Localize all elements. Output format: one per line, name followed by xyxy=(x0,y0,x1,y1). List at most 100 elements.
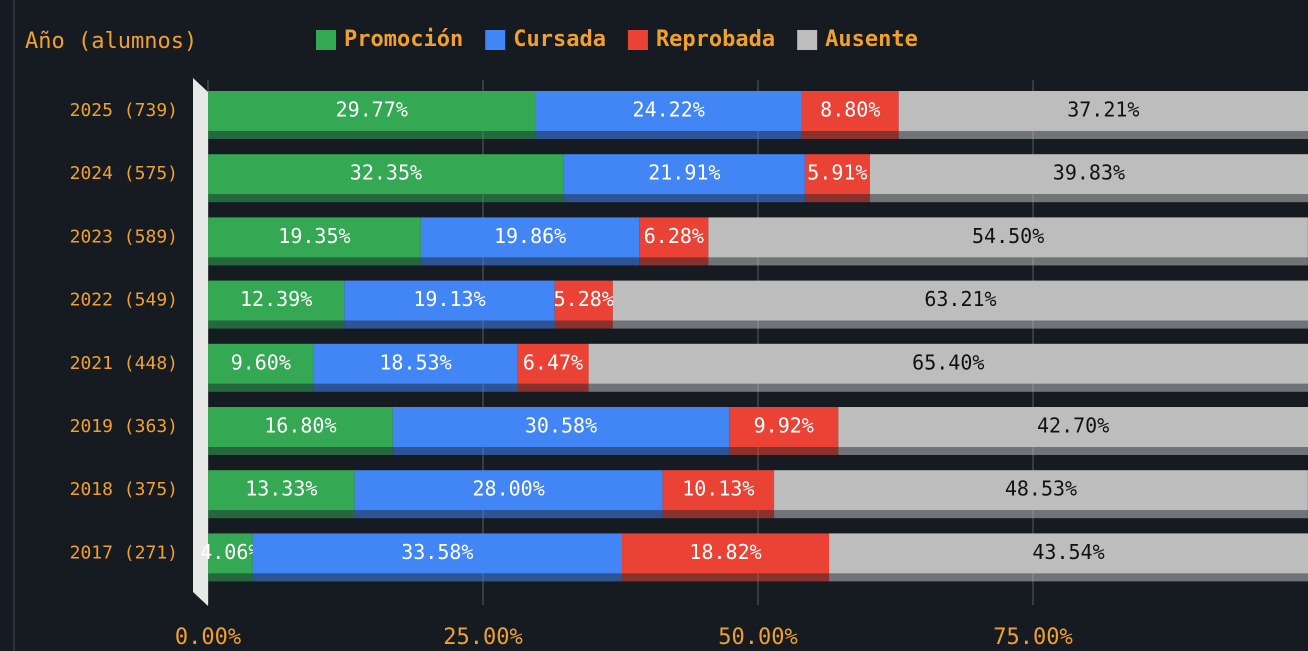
bar-segment xyxy=(563,154,805,203)
bar-shade xyxy=(774,510,1308,519)
bar-shade xyxy=(554,320,613,329)
bar-face xyxy=(208,280,345,321)
value-label: 33.58% xyxy=(401,540,473,564)
legend-label: Cursada xyxy=(513,27,606,52)
value-label: 19.35% xyxy=(278,224,350,248)
bar-shade xyxy=(313,383,518,392)
bar-face xyxy=(869,154,1308,195)
bar-shade xyxy=(344,320,555,329)
bar-shade xyxy=(838,447,1308,455)
bar-shade xyxy=(801,131,899,139)
value-label: 5.28% xyxy=(554,287,614,311)
value-label: 21.91% xyxy=(648,161,720,185)
x-tick-label: 25.00% xyxy=(443,625,522,650)
bar-shade xyxy=(588,383,1308,392)
bar-shade xyxy=(639,257,709,266)
bar-segment xyxy=(208,533,253,582)
bar-segment xyxy=(535,91,802,139)
bar-face xyxy=(588,343,1308,384)
bar-segment xyxy=(801,91,899,139)
legend-swatch xyxy=(627,30,648,50)
bar-face xyxy=(392,407,730,447)
bar-face xyxy=(829,533,1308,574)
bar-shade xyxy=(208,257,421,266)
bar-segment xyxy=(898,91,1308,139)
x-tick-label: 50.00% xyxy=(718,625,797,650)
bar-shade xyxy=(708,257,1308,266)
bar-shade xyxy=(898,131,1308,139)
value-label: 54.50% xyxy=(972,224,1044,248)
bar-shade xyxy=(535,131,802,139)
bar-shade xyxy=(517,383,589,392)
bar-segment xyxy=(313,343,518,392)
value-label: 16.80% xyxy=(264,414,336,438)
bar-face xyxy=(313,343,518,384)
bar-shade xyxy=(622,573,830,582)
bar-face xyxy=(801,91,899,131)
y-tick-label: 2023 (589) xyxy=(70,226,178,247)
bar-face xyxy=(420,217,640,258)
y-tick-label: 2021 (448) xyxy=(70,353,178,374)
bar-shade xyxy=(420,257,640,266)
bar-shade xyxy=(662,510,775,519)
bar-shade xyxy=(252,573,623,582)
bar-segment xyxy=(208,280,345,329)
bar-segment xyxy=(517,343,589,392)
bar-face xyxy=(662,470,775,511)
bar-face xyxy=(517,343,589,384)
bar-face xyxy=(554,280,613,321)
legend-label: Ausente xyxy=(825,27,918,52)
bar-shade xyxy=(829,573,1308,582)
y-tick-label: 2024 (575) xyxy=(70,163,178,184)
bar-segment xyxy=(208,407,393,455)
value-label: 28.00% xyxy=(473,477,545,501)
bar-segment xyxy=(804,154,870,203)
bar-segment xyxy=(662,470,775,519)
y-tick-label: 2017 (271) xyxy=(70,542,178,563)
bar-segment xyxy=(354,470,663,519)
bar-shade xyxy=(208,573,253,582)
bar-shade xyxy=(563,194,805,203)
legend-swatch xyxy=(797,30,818,50)
bar-segment xyxy=(208,470,355,519)
bar-face xyxy=(838,407,1308,447)
value-label: 24.22% xyxy=(633,98,705,122)
x-tick-label: 0.00% xyxy=(175,625,241,650)
bar-shade xyxy=(208,194,564,203)
value-label: 29.77% xyxy=(336,98,408,122)
bar-shade xyxy=(208,131,536,139)
value-label: 32.35% xyxy=(350,161,422,185)
bar-segment xyxy=(612,280,1308,329)
bar-face xyxy=(354,470,663,511)
y-tick-label: 2019 (363) xyxy=(70,416,178,437)
bar-shade xyxy=(354,510,663,519)
bar-face xyxy=(208,533,253,574)
bar-face xyxy=(563,154,805,195)
bar-segment xyxy=(869,154,1308,203)
bar-segment xyxy=(344,280,555,329)
value-label: 6.28% xyxy=(644,224,704,248)
legend-swatch xyxy=(485,30,506,50)
bar-face xyxy=(729,407,839,447)
bar-segment xyxy=(708,217,1308,266)
value-label: 4.06% xyxy=(200,540,260,564)
value-label: 8.80% xyxy=(820,98,880,122)
bar-face xyxy=(535,91,802,131)
bar-shade xyxy=(612,320,1308,329)
bar-face xyxy=(208,217,421,258)
bar-face xyxy=(774,470,1308,511)
x-tick-label: 75.00% xyxy=(993,625,1072,650)
y-tick-label: 2022 (549) xyxy=(70,290,178,311)
bar-face xyxy=(708,217,1308,258)
bar-shade xyxy=(208,320,345,329)
value-label: 65.40% xyxy=(912,350,984,374)
y-tick-label: 2018 (375) xyxy=(70,479,178,500)
bar-face xyxy=(208,407,393,447)
bar-segment xyxy=(252,533,623,582)
y-axis-line xyxy=(193,78,208,606)
legend-swatch xyxy=(316,30,336,50)
bar-segment xyxy=(208,217,421,266)
bar-shade xyxy=(804,194,870,203)
bar-shade xyxy=(208,510,355,519)
